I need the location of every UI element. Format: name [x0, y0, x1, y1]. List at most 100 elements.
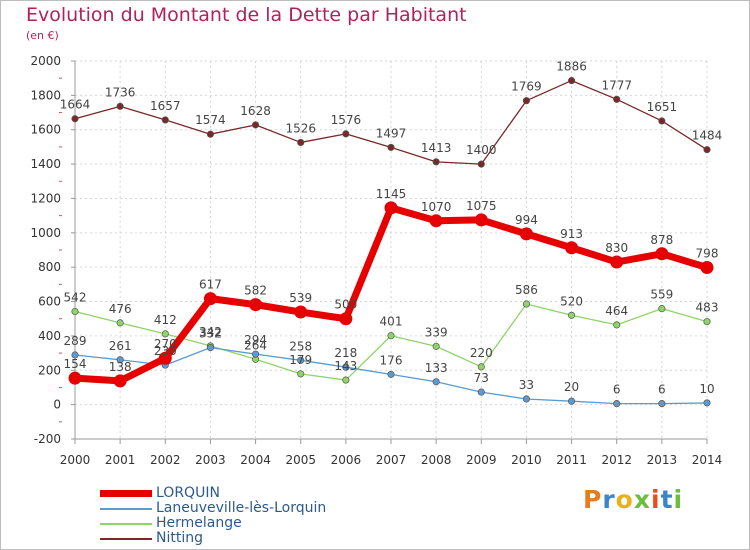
x-tick-label: 2008: [421, 453, 452, 467]
data-label-hermelange-2000: 542: [64, 291, 87, 305]
point-laneuveville-l-s-lorquin-2003: [206, 344, 214, 352]
logo-letter: o: [615, 485, 634, 514]
proxiti-logo: Proxiti: [583, 485, 683, 514]
data-label-lorquin-2007: 1145: [376, 187, 407, 201]
data-label-hermelange-2011: 520: [560, 294, 583, 308]
point-laneuveville-l-s-lorquin-2007: [387, 370, 395, 378]
y-tick-label: 1400: [30, 157, 61, 171]
data-label-laneuveville-l-s-lorquin-2004: 294: [244, 333, 267, 347]
data-label-nitting-2003: 1574: [195, 113, 226, 127]
x-tick-label: 2009: [466, 453, 497, 467]
logo-letter: i: [651, 485, 661, 514]
data-label-lorquin-2014: 798: [696, 247, 719, 261]
legend-label-hermelange: Hermelange: [156, 515, 242, 531]
data-label-nitting-2002: 1657: [150, 99, 181, 113]
point-lorquin-2003: [203, 292, 217, 306]
x-tick-label: 2003: [195, 453, 226, 467]
point-lorquin-2010: [519, 227, 533, 241]
data-label-nitting-2001: 1736: [105, 85, 136, 99]
point-hermelange-2007: [387, 332, 395, 340]
data-label-hermelange-2006: 143: [334, 359, 357, 373]
legend-label-nitting: Nitting: [156, 530, 203, 546]
x-tick-label: 2013: [647, 453, 678, 467]
point-laneuveville-l-s-lorquin-2009: [477, 388, 485, 396]
data-label-lorquin-2003: 617: [199, 278, 222, 292]
point-hermelange-2006: [342, 376, 350, 384]
x-tick-label: 2001: [105, 453, 136, 467]
point-laneuveville-l-s-lorquin-2010: [522, 395, 530, 403]
point-laneuveville-l-s-lorquin-2006: [342, 363, 350, 371]
point-lorquin-2009: [474, 213, 488, 227]
data-label-laneuveville-l-s-lorquin-2007: 176: [380, 353, 403, 367]
y-tick-label: -200: [34, 432, 61, 446]
data-label-hermelange-2014: 483: [696, 301, 719, 315]
data-label-laneuveville-l-s-lorquin-2000: 289: [64, 334, 87, 348]
point-lorquin-2011: [565, 241, 579, 255]
point-hermelange-2011: [568, 311, 576, 319]
point-nitting-2005: [297, 138, 305, 146]
data-label-nitting-2013: 1651: [647, 100, 678, 114]
point-laneuveville-l-s-lorquin-2000: [71, 351, 79, 359]
data-label-hermelange-2002: 412: [154, 313, 177, 327]
series-lorquin: [68, 201, 714, 388]
legend-swatch-nitting: [100, 538, 152, 540]
data-label-hermelange-2003: 342: [199, 325, 222, 339]
point-hermelange-2001: [116, 319, 124, 327]
series-nitting: [71, 77, 711, 168]
x-tick-label: 2004: [240, 453, 271, 467]
data-label-lorquin-2008: 1070: [421, 200, 452, 214]
x-tick-label: 2011: [556, 453, 587, 467]
point-lorquin-2001: [113, 374, 127, 388]
legend-label-lorquin: LORQUIN: [156, 485, 220, 501]
point-lorquin-2002: [158, 351, 172, 365]
y-tick-label: 1800: [30, 88, 61, 102]
x-tick-label: 2006: [331, 453, 362, 467]
logo-letter: x: [633, 485, 651, 514]
point-lorquin-2012: [610, 255, 624, 269]
point-nitting-2013: [658, 117, 666, 125]
series-layer: [68, 77, 714, 408]
data-label-lorquin-2005: 539: [289, 291, 312, 305]
point-laneuveville-l-s-lorquin-2012: [613, 400, 621, 408]
data-label-laneuveville-l-s-lorquin-2013: 6: [658, 383, 666, 397]
data-label-laneuveville-l-s-lorquin-2001: 261: [109, 339, 132, 353]
data-label-laneuveville-l-s-lorquin-2010: 33: [519, 378, 534, 392]
point-nitting-2011: [568, 77, 576, 85]
logo-letter: r: [602, 485, 616, 514]
point-lorquin-2008: [429, 214, 443, 228]
data-label-lorquin-2012: 830: [605, 241, 628, 255]
data-label-lorquin-2004: 582: [244, 284, 267, 298]
x-tick-label: 2010: [511, 453, 542, 467]
logo-letter: P: [583, 485, 603, 514]
data-label-hermelange-2001: 476: [109, 302, 132, 316]
x-tick-label: 2007: [376, 453, 407, 467]
data-label-hermelange-2012: 464: [605, 304, 628, 318]
y-tick-label: 1000: [30, 226, 61, 240]
point-hermelange-2014: [703, 318, 711, 326]
point-lorquin-2005: [294, 305, 308, 319]
point-hermelange-2010: [522, 300, 530, 308]
data-label-hermelange-2009: 220: [470, 346, 493, 360]
point-nitting-2012: [613, 95, 621, 103]
point-lorquin-2004: [249, 298, 263, 312]
chart-title: Evolution du Montant de la Dette par Hab…: [26, 4, 467, 26]
data-label-lorquin-2001: 138: [109, 360, 132, 374]
data-label-hermelange-2008: 339: [425, 325, 448, 339]
point-laneuveville-l-s-lorquin-2011: [568, 397, 576, 405]
point-lorquin-2006: [339, 312, 353, 326]
data-label-laneuveville-l-s-lorquin-2011: 20: [564, 380, 579, 394]
point-nitting-2001: [116, 102, 124, 110]
data-label-hermelange-2005: 179: [289, 353, 312, 367]
point-lorquin-2000: [68, 371, 82, 385]
point-lorquin-2013: [655, 247, 669, 261]
point-nitting-2010: [522, 97, 530, 105]
data-label-nitting-2007: 1497: [376, 126, 407, 140]
data-label-nitting-2000: 1664: [60, 98, 91, 112]
point-nitting-2002: [161, 116, 169, 124]
y-tick-label: 600: [38, 295, 61, 309]
legend-swatch-laneuveville: [100, 508, 152, 510]
data-label-hermelange-2010: 586: [515, 283, 538, 297]
x-tick-label: 2002: [150, 453, 181, 467]
data-label-laneuveville-l-s-lorquin-2002: 230: [154, 344, 177, 358]
